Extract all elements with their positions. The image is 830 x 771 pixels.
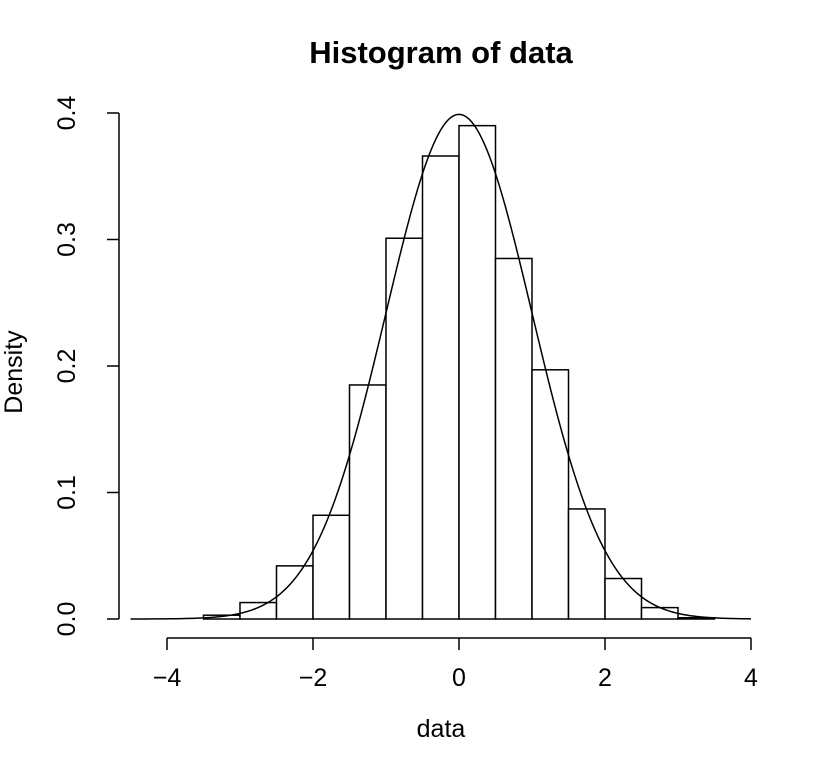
x-tick-label: 0 bbox=[452, 664, 466, 692]
histogram-bar bbox=[239, 601, 278, 620]
y-tick-label: 0.2 bbox=[53, 349, 81, 384]
histogram-bar bbox=[494, 257, 533, 620]
histogram-bar bbox=[421, 155, 460, 620]
histogram-bar bbox=[567, 508, 606, 620]
y-tick-label: 0.1 bbox=[53, 475, 81, 510]
histogram-bar bbox=[348, 384, 387, 620]
histogram-bar bbox=[312, 514, 351, 620]
histogram-bar bbox=[458, 124, 497, 620]
normal-density-curve bbox=[130, 113, 752, 620]
x-axis-label: data bbox=[417, 715, 466, 743]
histogram-bar bbox=[531, 369, 570, 620]
histogram-bar bbox=[640, 606, 679, 620]
y-tick-label: 0.3 bbox=[53, 222, 81, 257]
chart-title: Histogram of data bbox=[309, 35, 573, 70]
x-tick-label: 2 bbox=[598, 664, 612, 692]
histogram-bars bbox=[202, 124, 716, 620]
y-axis-ticks: 0.0 0.1 0.2 0.3 0.4 bbox=[53, 96, 119, 637]
x-tick-label: −4 bbox=[153, 664, 182, 692]
y-axis-label: Density bbox=[0, 330, 28, 414]
x-axis-ticks: −4 −2 0 2 4 bbox=[153, 638, 758, 692]
histogram-bar bbox=[604, 577, 643, 620]
histogram-bar bbox=[385, 237, 424, 620]
y-tick-label: 0.0 bbox=[53, 602, 81, 637]
y-tick-label: 0.4 bbox=[53, 96, 81, 131]
x-tick-label: 4 bbox=[744, 664, 758, 692]
x-tick-label: −2 bbox=[299, 664, 328, 692]
